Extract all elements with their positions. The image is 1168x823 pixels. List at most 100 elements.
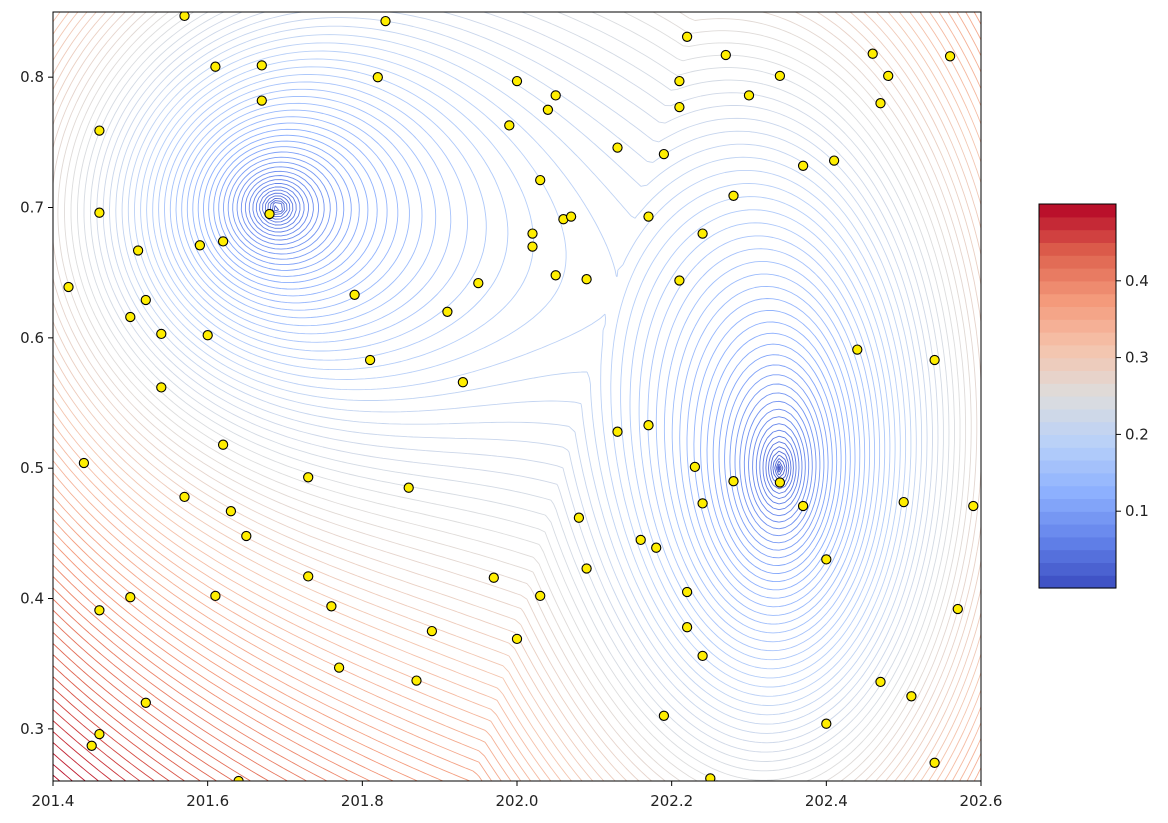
colorbar-band [1039,268,1116,282]
colorbar-band [1039,204,1116,218]
scatter-point [527,228,538,239]
plot-frame [52,11,982,782]
contour-line [53,665,202,781]
scatter-point [527,241,538,252]
colorbar-band [1039,485,1116,499]
colorbar-band [1039,524,1116,538]
scatter-point [210,590,221,602]
scatter-point [674,101,685,113]
colorbar-band [1039,549,1116,563]
colorbar-band [1039,319,1116,333]
scatter-point [573,512,585,523]
scatter-point [504,120,515,131]
scatter-point [643,211,654,222]
scatter-point [674,275,685,286]
colorbar-band [1039,434,1116,448]
scatter-point [303,571,314,582]
contour-line [213,140,838,574]
colorbar-band [1039,332,1116,346]
contour-line [64,12,967,781]
contour-line [259,189,797,500]
colorbar-band [1039,575,1116,589]
scatter-point [797,500,809,512]
scatter-point [194,240,206,251]
contour-line [252,182,803,511]
scatter-point [821,718,832,729]
contour-line [236,166,817,537]
contour-line [109,12,928,734]
colorbar-band [1039,344,1116,359]
contour-line [53,12,981,781]
contour-line [53,720,127,781]
scatter-point [651,542,662,553]
scatter-point [681,622,693,633]
contour-line [53,753,87,781]
colorbar-band [1039,498,1116,512]
scatter-point [535,590,546,602]
contour-line [77,12,955,781]
scatter-point [264,208,275,220]
colorbar-band [1039,280,1116,295]
contour-line [53,12,981,781]
colorbar-band [1039,216,1116,231]
contour-line [53,654,218,781]
contour-line [53,12,981,781]
scatter-point [94,605,105,616]
scatter-point [898,496,909,508]
contour-line [255,186,800,505]
scatter-point [349,289,360,300]
scatter-point [156,382,167,393]
x-tick-label: 201.4 [32,792,75,810]
scatter-point [94,125,105,136]
scatter-point [743,90,755,101]
contour-line [240,170,813,530]
colorbar-band [1039,306,1116,320]
scatter-point [457,377,469,388]
scatter-point [658,148,670,160]
scatter-point [333,662,345,673]
y-tick-label: 0.6 [20,329,44,347]
colorbar-band [1039,472,1116,487]
contour-line [121,25,917,716]
scatter-point [828,155,840,166]
scatter-point [697,650,708,662]
scatter-point [821,554,832,565]
colorbar-band [1039,383,1116,397]
scatter-point [179,12,190,22]
x-tick-label: 202.4 [805,792,848,810]
colorbar-band [1039,408,1116,423]
contour-line [96,12,939,753]
scatter-point [233,775,244,781]
scatter-point [488,572,499,583]
contour-line [127,34,912,706]
contour-line [70,12,961,781]
scatter-point [125,311,136,323]
contour-line [175,95,871,634]
scatter-point [875,98,886,109]
colorbar-band [1039,242,1116,256]
contour-line [53,709,141,781]
scatter-point [511,633,523,645]
scatter-point [952,603,963,615]
contour-line [53,542,419,781]
scatter-point [774,70,786,82]
scatter-point [550,270,561,281]
contour-line [53,632,252,781]
contour-line [267,197,790,486]
contour-line [53,12,981,781]
scatter-point [326,601,337,612]
scatter-point [774,477,786,488]
scatter-point [256,95,267,106]
contour-line [53,12,981,781]
scatter-point [643,420,654,431]
contour-line [776,463,782,473]
scatter-point [202,330,213,341]
scatter-point [674,75,685,87]
contour-line [53,598,308,781]
scatter-point [140,294,151,306]
contour-line [248,179,806,517]
scatter-point [63,281,74,293]
scatter-point [875,676,886,688]
contour-line [208,134,842,583]
scatter-point [681,586,693,598]
